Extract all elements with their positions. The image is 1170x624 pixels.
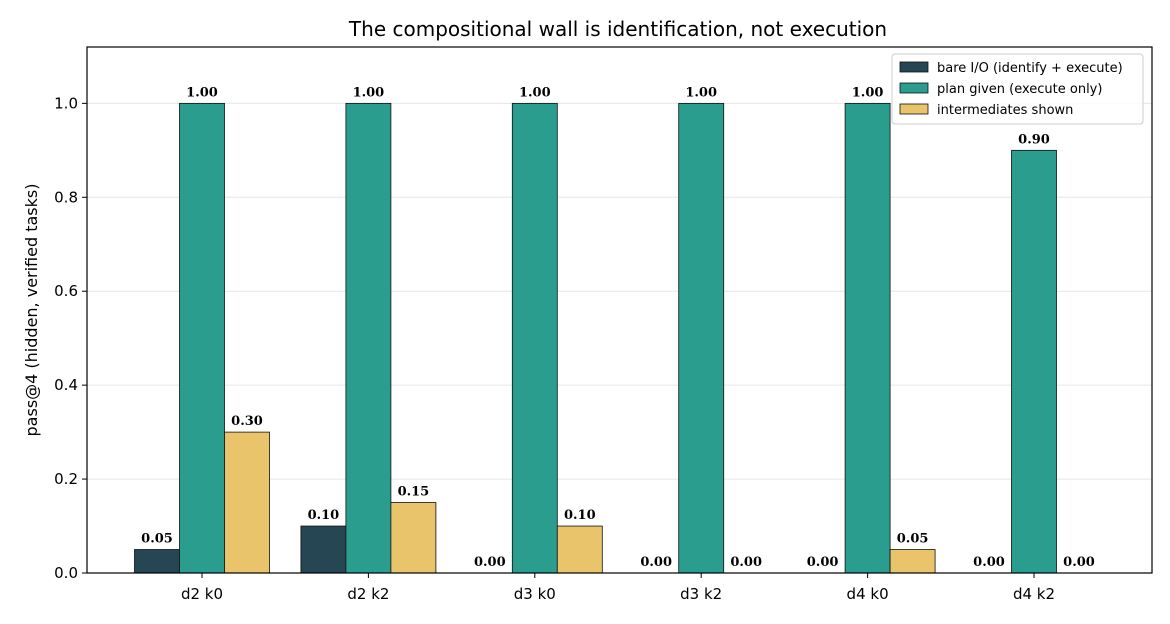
legend-label: intermediates shown [937,103,1073,118]
legend-swatch [899,103,929,115]
legend-swatch [899,61,929,73]
x-tick-label: d2 k0 [181,585,223,603]
bar [556,525,603,574]
data-label: 1.00 [685,85,717,100]
legend-label: plan given (execute only) [937,82,1102,97]
chart-title: The compositional wall is identification… [348,17,887,41]
bar [844,102,891,574]
data-label: 1.00 [353,85,385,100]
y-tick-label: 0.8 [54,188,78,206]
y-tick-label: 0.0 [54,564,78,582]
bar [224,431,270,574]
bars [134,102,1057,574]
x-axis: d2 k0 d2 k2 d3 k0 d3 k2 d4 k0 d4 k2 [181,573,1055,603]
legend: bare I/O (identify + execute) plan given … [891,53,1144,125]
y-tick-label: 0.2 [54,470,78,488]
legend-label: bare I/O (identify + execute) [937,61,1123,76]
data-label: 0.05 [897,532,929,547]
y-axis: 0.0 0.2 0.4 0.6 0.8 1.0 [54,94,87,582]
data-label: 1.00 [519,85,551,100]
bar [134,549,180,574]
data-label: 0.30 [231,414,263,429]
data-label: 0.00 [807,555,839,570]
y-tick-label: 0.6 [54,282,78,300]
data-labels: 0.05 1.00 0.30 0.10 1.00 0.15 0.00 1.00 0.10 0.00… [141,85,1095,570]
x-tick-label: d4 k0 [847,585,889,603]
y-tick-label: 1.0 [54,94,78,112]
data-label: 0.15 [398,485,430,500]
data-label: 0.00 [973,555,1005,570]
legend-box [891,53,1144,125]
data-label: 0.90 [1018,132,1050,147]
data-label: 1.00 [852,85,884,100]
data-label: 0.00 [1063,555,1095,570]
x-tick-label: d3 k2 [680,585,722,603]
bar [179,102,225,574]
bar [390,502,437,574]
data-label: 0.00 [730,555,762,570]
x-tick-label: d4 k2 [1013,585,1055,603]
x-tick-label: d3 k0 [514,585,556,603]
bar [678,102,725,574]
data-label: 1.00 [186,85,218,100]
y-axis-label: pass@4 (hidden, verified tasks) [22,184,41,437]
data-label: 0.05 [141,532,173,547]
y-tick-label: 0.4 [54,376,78,394]
bar [511,102,558,574]
plot-frame [86,46,1153,574]
bar [345,102,392,574]
data-label: 0.00 [474,555,506,570]
bar [889,549,936,574]
data-label: 0.10 [564,508,596,523]
bar [300,525,347,574]
legend-swatch [899,82,929,94]
x-tick-label: d2 k2 [347,585,389,603]
data-label: 0.10 [308,508,340,523]
data-label: 0.00 [640,555,672,570]
bar [1011,149,1057,574]
